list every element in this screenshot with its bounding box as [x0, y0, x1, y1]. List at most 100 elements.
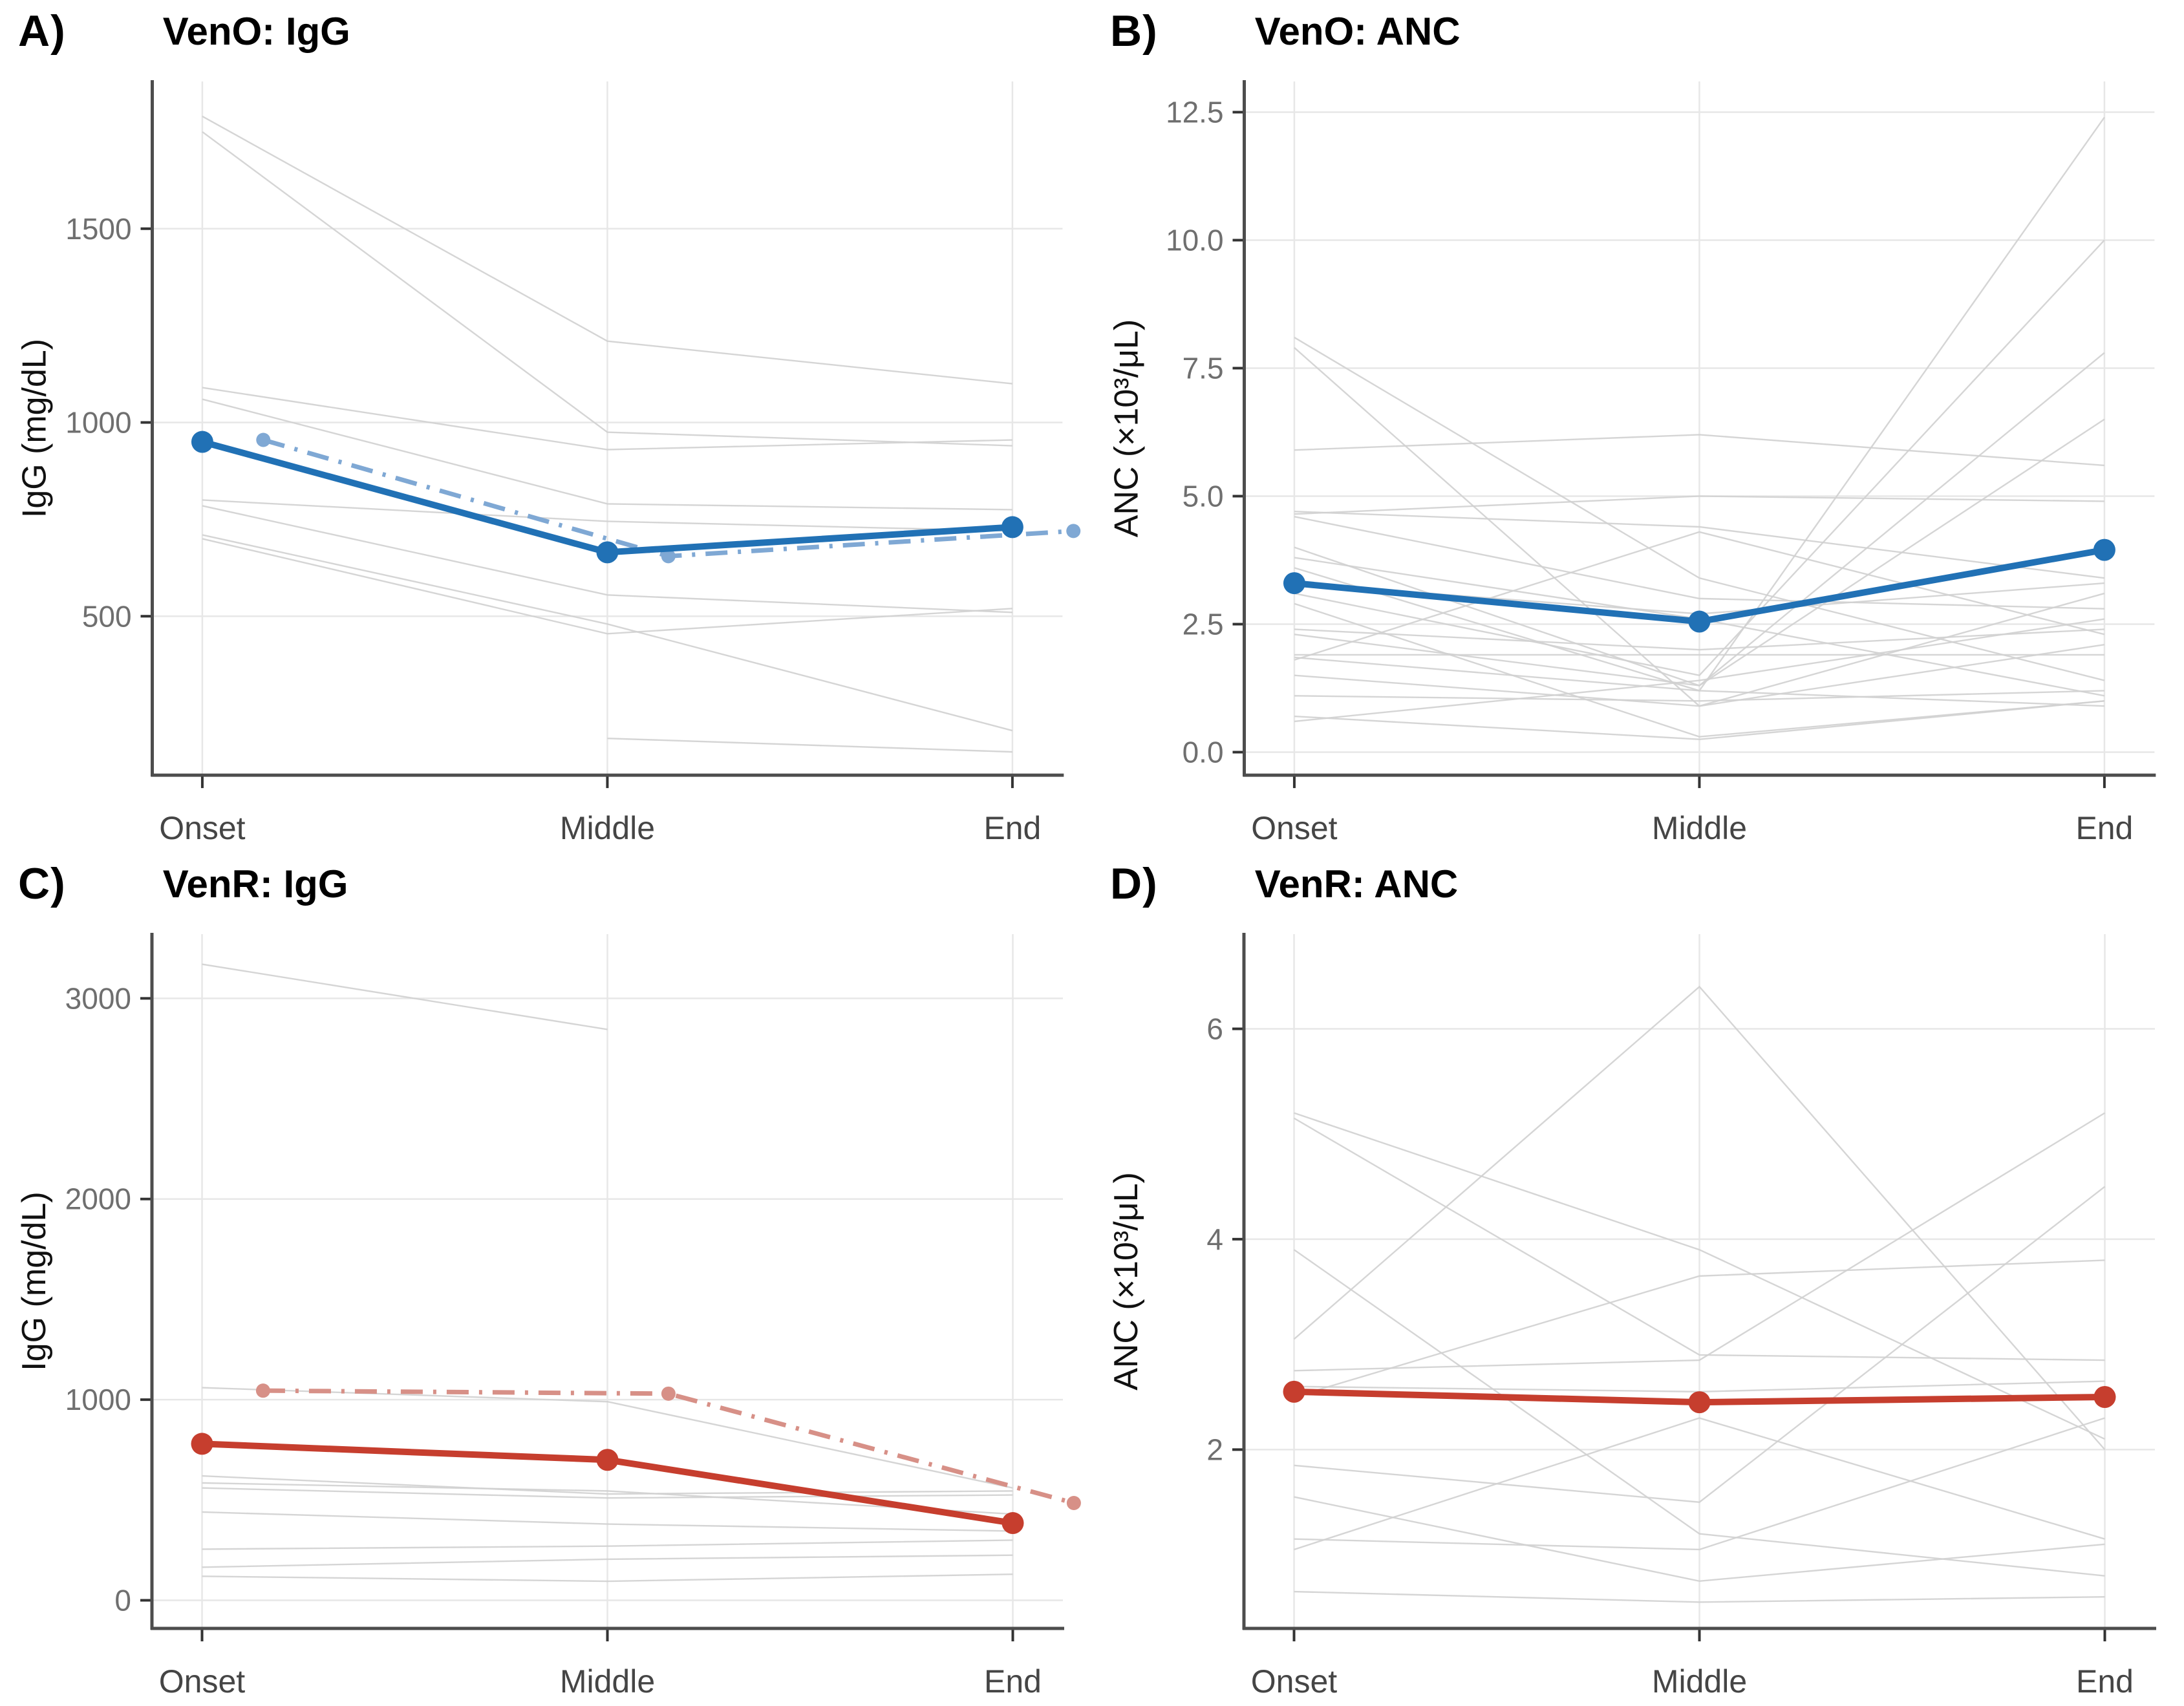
y-axis-title: ANC (×10³/μL)	[1108, 319, 1146, 537]
patient-line	[1294, 618, 2105, 723]
plot-venr-igg: 0 1000 2000 3000 Onset Middle End IgG (mg/dL)	[16, 933, 1081, 1700]
panel-a-title: VenO: IgG	[162, 9, 350, 53]
patient-line	[202, 398, 1012, 511]
x-tick-label: Middle	[560, 1663, 655, 1700]
panel-d-header: D) VenR: ANC	[1092, 853, 2184, 915]
cohort-summary-dashed-line	[262, 438, 1074, 559]
cohort-summary-solid-point	[1283, 572, 1305, 595]
plot-veno-igg: 500 1000 1500 Onset Middle End IgG (mg/dL)	[16, 80, 1081, 846]
y-axis-title: IgG (mg/dL)	[16, 339, 54, 518]
panel-a-letter: A)	[18, 6, 66, 56]
patient-line	[607, 737, 1012, 753]
cohort-summary-dashed-point	[255, 1383, 270, 1398]
cohort-summary-dashed-point	[661, 549, 676, 564]
patient-line	[1294, 511, 2105, 579]
patient-line	[1294, 700, 2105, 740]
patient-line	[1294, 1496, 2105, 1582]
cohort-summary-solid-point	[191, 431, 213, 453]
x-tick-label: End	[984, 1663, 1042, 1700]
cohort-summary-solid-point	[2093, 1386, 2116, 1408]
panel-d: D) VenR: ANC 2 4 6 Onset Middle End ANC (×10³/…	[1092, 853, 2184, 1706]
patient-line	[1294, 592, 2105, 707]
panel-b-header: B) VenO: ANC	[1092, 0, 2184, 62]
cohort-summary-dashed-point	[1066, 524, 1081, 538]
cohort-summary-solid-point	[1688, 610, 1711, 633]
patient-line	[1294, 531, 2105, 661]
y-tick-label: 0.0	[1183, 735, 1224, 769]
y-tick-label: 6	[1206, 1012, 1223, 1045]
y-tick-label: 1000	[65, 1383, 131, 1416]
patient-line	[1294, 656, 2104, 707]
patient-line	[202, 534, 1013, 732]
patient-line	[1294, 1417, 2105, 1551]
patient-line	[202, 963, 608, 1030]
patient-line	[1294, 515, 2104, 610]
patient-line	[1294, 1112, 2106, 1372]
patient-line	[202, 1482, 1013, 1515]
y-tick-label: 12.5	[1166, 95, 1223, 129]
panel-b: B) VenO: ANC 0.0 2.5 5.0 7.5 10.0 12.5 Onset Mi…	[1092, 0, 2184, 853]
plot-venr-anc: 2 4 6 Onset Middle End ANC (×10³/μL)	[1108, 933, 2156, 1700]
cohort-summary-solid-point	[2093, 538, 2115, 561]
panel-b-title: VenO: ANC	[1254, 9, 1461, 53]
patient-line	[1294, 1417, 2105, 1551]
cohort-summary-solid-point	[596, 1449, 619, 1471]
patient-line	[202, 115, 1013, 385]
x-tick-label: Middle	[1652, 810, 1747, 846]
panel-a: A) VenO: IgG 500 1000 1500 Onset Middle End Ig…	[0, 0, 1092, 853]
panel-a-header: A) VenO: IgG	[0, 0, 1092, 62]
x-tick-label: Onset	[1251, 810, 1337, 846]
cohort-summary-dashed-point	[1066, 1495, 1081, 1510]
cohort-summary-solid-point	[1001, 1512, 1024, 1535]
y-tick-label: 3000	[65, 981, 131, 1015]
patient-line	[1294, 1186, 2106, 1503]
patient-line	[202, 505, 1012, 613]
cohort-summary-dashed-point	[256, 432, 271, 447]
patient-line	[202, 1539, 1013, 1550]
patient-line	[1294, 690, 2104, 702]
panel-c-header: C) VenR: IgG	[0, 853, 1092, 915]
x-tick-label: End	[2076, 1663, 2134, 1700]
plot-veno-anc: 0.0 2.5 5.0 7.5 10.0 12.5 Onset Middle End ANC (×…	[1108, 80, 2156, 846]
patient-line	[202, 131, 1012, 447]
panel-d-title: VenR: ANC	[1254, 862, 1459, 906]
y-tick-label: 4	[1206, 1222, 1223, 1256]
patient-line	[1293, 985, 2106, 1451]
panel-c: C) VenR: IgG 0 1000 2000 3000 Onset Middle End…	[0, 853, 1092, 1706]
cohort-summary-solid-point	[596, 541, 619, 564]
x-tick-label: Middle	[560, 810, 655, 846]
patient-line	[202, 1387, 1013, 1489]
patient-line	[1294, 628, 2104, 651]
y-axis-title: IgG (mg/dL)	[16, 1191, 53, 1370]
cohort-summary-solid-point	[1688, 1391, 1711, 1414]
patient-line	[202, 538, 1012, 635]
patient-line	[1293, 1249, 2105, 1577]
panel-c-letter: C)	[18, 859, 66, 908]
patient-line	[1294, 1112, 2106, 1440]
patient-line	[1294, 239, 2105, 676]
y-tick-label: 1000	[65, 406, 131, 440]
patient-line	[1294, 602, 2105, 738]
cohort-summary-solid-point	[191, 1433, 213, 1455]
y-tick-label: 10.0	[1166, 223, 1223, 257]
patient-line	[202, 1475, 1013, 1495]
y-tick-label: 7.5	[1183, 351, 1224, 385]
patient-line	[1294, 434, 2105, 467]
x-tick-label: Onset	[1251, 1663, 1338, 1700]
x-tick-label: Middle	[1652, 1663, 1747, 1700]
cohort-summary-solid-point	[1283, 1380, 1305, 1403]
patient-line	[1293, 1117, 2105, 1361]
cohort-summary-solid-point	[1001, 516, 1023, 538]
y-tick-label: 2	[1206, 1433, 1223, 1466]
y-axis-title: ANC (×10³/μL)	[1108, 1172, 1145, 1391]
patient-line	[1294, 495, 2104, 515]
panel-d-letter: D)	[1110, 859, 1158, 908]
patient-line	[202, 1573, 1013, 1583]
patient-line	[202, 499, 1012, 532]
panel-b-letter: B)	[1110, 6, 1158, 56]
y-tick-label: 2.5	[1183, 607, 1224, 641]
y-tick-label: 0	[114, 1584, 131, 1617]
patient-line	[202, 387, 1012, 451]
patient-line	[1294, 336, 2105, 681]
